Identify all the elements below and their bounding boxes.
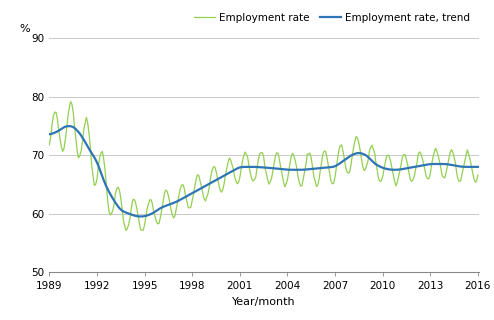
X-axis label: Year/month: Year/month <box>233 297 296 307</box>
Employment rate, trend <box>98 171 104 175</box>
Line: Employment rate, trend: Employment rate, trend <box>49 126 478 216</box>
Employment rate, trend <box>46 132 52 136</box>
Employment rate, trend <box>66 124 72 128</box>
Employment rate <box>422 168 428 172</box>
Employment rate, trend <box>422 163 428 167</box>
Employment rate, trend <box>475 165 481 169</box>
Employment rate <box>46 143 52 147</box>
Employment rate, trend <box>134 214 140 218</box>
Employment rate <box>135 214 141 218</box>
Employment rate <box>165 194 171 198</box>
Line: Employment rate: Employment rate <box>49 101 478 231</box>
Employment rate, trend <box>165 203 171 207</box>
Employment rate <box>68 100 74 103</box>
Employment rate <box>98 151 104 155</box>
Employment rate, trend <box>131 213 137 217</box>
Employment rate <box>475 173 481 177</box>
Text: %: % <box>19 24 30 34</box>
Employment rate <box>132 200 138 204</box>
Employment rate <box>123 229 129 233</box>
Employment rate, trend <box>431 162 437 166</box>
Legend: Employment rate, Employment rate, trend: Employment rate, Employment rate, trend <box>190 9 474 27</box>
Employment rate, trend <box>138 214 144 218</box>
Employment rate <box>431 150 437 154</box>
